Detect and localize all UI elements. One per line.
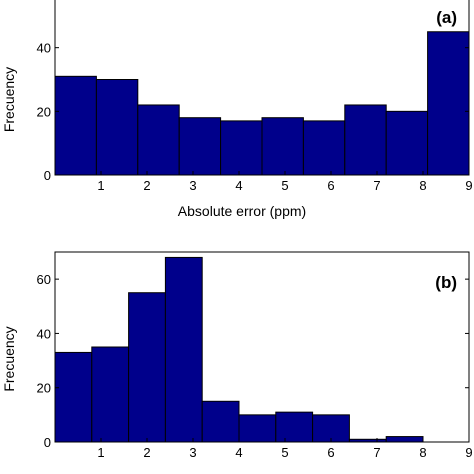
bar-5 xyxy=(201,400,240,442)
bars xyxy=(55,31,469,175)
bar-1 xyxy=(55,75,97,175)
bar-5 xyxy=(220,120,263,175)
x-tick-label: 8 xyxy=(419,445,426,460)
bar-7 xyxy=(302,120,346,175)
x-axis-label: Absolute error (ppm) xyxy=(178,203,306,219)
y-tick-label: 40 xyxy=(37,41,51,56)
y-tick-label: 40 xyxy=(37,326,51,341)
bar-8 xyxy=(312,414,350,442)
bar-2 xyxy=(95,79,139,175)
y-tick-label: 20 xyxy=(37,381,51,396)
x-tick-label: 5 xyxy=(281,178,288,193)
y-axis-label: Frecuency xyxy=(1,67,17,132)
bar-9 xyxy=(385,110,429,175)
x-tick-label: 6 xyxy=(327,178,334,193)
plot-frame xyxy=(54,251,470,443)
plot-frame xyxy=(54,0,470,176)
x-tick-label: 9 xyxy=(465,445,472,460)
x-tick-label: 3 xyxy=(189,445,196,460)
bar-3 xyxy=(128,292,166,442)
x-tick-label: 4 xyxy=(235,445,242,460)
y-tick-label: 60 xyxy=(37,272,51,287)
y-tick-label: 0 xyxy=(44,435,51,450)
bar-8 xyxy=(344,104,387,175)
x-tick-label: 3 xyxy=(189,178,196,193)
panel-label: (b) xyxy=(435,273,457,292)
x-tick-label: 7 xyxy=(373,445,380,460)
x-tick-label: 1 xyxy=(97,178,104,193)
bar-2 xyxy=(91,346,130,442)
x-tick-label: 1 xyxy=(97,445,104,460)
x-tick-label: 4 xyxy=(235,178,242,193)
x-tick-label: 2 xyxy=(143,445,150,460)
bar-10 xyxy=(385,436,424,442)
y-tick-label: 20 xyxy=(37,104,51,119)
y-tick-label: 0 xyxy=(44,168,51,183)
x-tick-label: 6 xyxy=(327,445,334,460)
bar-1 xyxy=(55,351,93,442)
x-tick-label: 5 xyxy=(281,445,288,460)
chart-panel-b: 1 2 3 4 5 6 7 8 9 0 20 40 60 Absolute error (ppm) Frec… xyxy=(1,251,473,474)
bar-4 xyxy=(178,117,222,175)
x-tick-label: 2 xyxy=(143,178,150,193)
chart-panel-a: 1 2 3 4 5 6 7 8 9 0 20 40 Absolute error (ppm) Frecue… xyxy=(1,0,473,219)
bar-6 xyxy=(261,117,304,175)
bars xyxy=(55,256,424,442)
bar-6 xyxy=(238,414,277,442)
bar-3 xyxy=(137,104,180,175)
bar-4 xyxy=(164,256,203,442)
panel-label: (a) xyxy=(436,8,457,27)
x-tick-label: 9 xyxy=(465,178,472,193)
x-tick-label: 7 xyxy=(373,178,380,193)
bar-7 xyxy=(275,411,314,442)
bar-10 xyxy=(427,31,469,175)
x-axis-label: Absolute error (ppm) xyxy=(178,471,306,474)
y-axis-label: Frecuency xyxy=(1,326,17,391)
x-tick-label: 8 xyxy=(419,178,426,193)
